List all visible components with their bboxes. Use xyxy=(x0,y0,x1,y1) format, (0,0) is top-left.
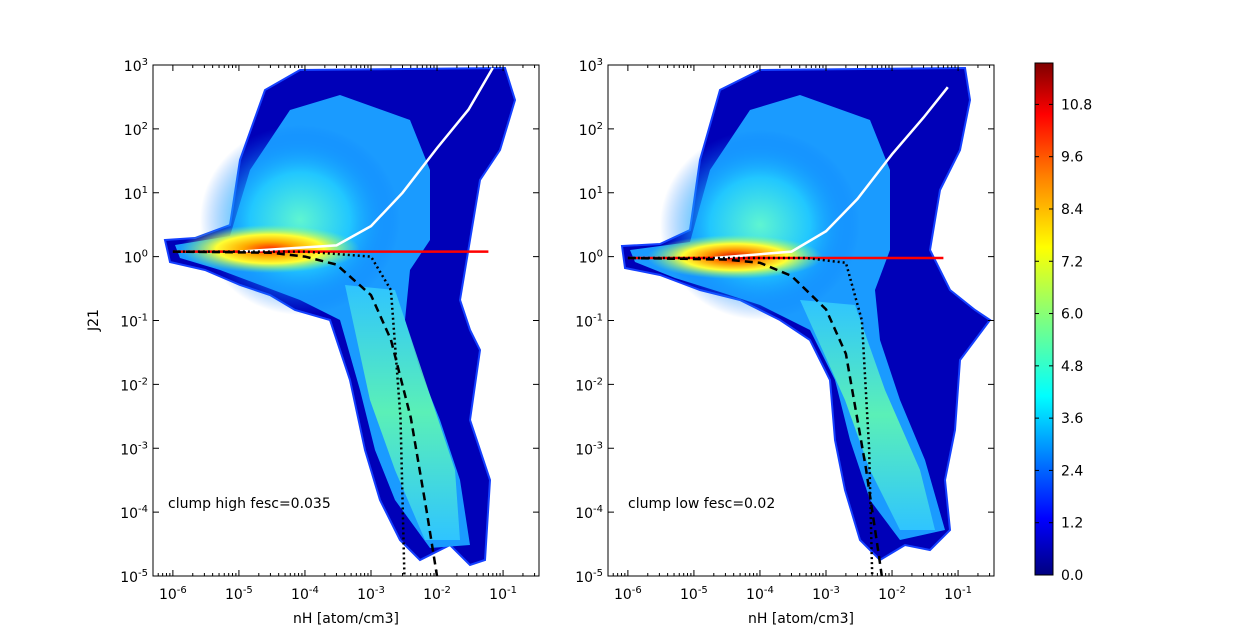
colorbar-gradient xyxy=(1034,62,1054,576)
series-line-dashed-right xyxy=(627,256,884,576)
y-tick-label-right: 102 xyxy=(579,121,603,139)
y-tick-label-left: 101 xyxy=(124,185,148,203)
x-tick-label-left: 10-5 xyxy=(225,585,253,603)
y-tick-label-right: 10-5 xyxy=(575,568,603,586)
y-tick-label-right: 10-2 xyxy=(575,376,603,394)
colorbar-tick-label: 6.0 xyxy=(1061,307,1083,323)
density-arm-left xyxy=(345,285,460,540)
colorbar-tick-label: 2.4 xyxy=(1061,463,1083,479)
y-tick-label-right: 10-3 xyxy=(575,440,603,458)
x-tick-label-right: 10-2 xyxy=(878,585,906,603)
y-tick-label-right: 10-1 xyxy=(575,313,603,331)
x-tick-label-left: 10-3 xyxy=(357,585,385,603)
y-tick-label-left: 10-1 xyxy=(120,313,148,331)
annotation-left: clump high fesc=0.035 xyxy=(168,496,331,512)
y-tick-label-left: 10-3 xyxy=(120,440,148,458)
colorbar-tick-label: 3.6 xyxy=(1061,411,1083,427)
y-axis-label-left: J21 xyxy=(86,309,102,332)
y-tick-label-right: 101 xyxy=(579,185,603,203)
series-line-dashed-left xyxy=(172,250,439,576)
x-axis-label-left: nH [atom/cm3] xyxy=(293,611,399,627)
y-tick-label-left: 103 xyxy=(124,57,148,75)
x-tick-label-right: 10-4 xyxy=(746,585,774,603)
density-map-left xyxy=(163,66,517,567)
x-tick-label-left: 10-4 xyxy=(291,585,319,603)
y-tick-label-left: 10-2 xyxy=(120,376,148,394)
x-tick-label-left: 10-1 xyxy=(489,585,517,603)
density-halo-right xyxy=(660,130,860,320)
y-tick-label-right: 100 xyxy=(579,249,603,267)
x-tick-label-right: 10-3 xyxy=(812,585,840,603)
colorbar-tick-label: 4.8 xyxy=(1061,359,1083,375)
y-tick-label-left: 10-4 xyxy=(120,504,148,522)
x-tick-label-right: 10-1 xyxy=(944,585,972,603)
series-line-solid-left xyxy=(238,67,494,253)
x-tick-label-right: 10-5 xyxy=(680,585,708,603)
panel-right: 10-6 10-5 10-4 10-3 10-2 10-1 103 102 101 100 10-1… xyxy=(575,57,995,627)
y-tick-label-left: 10-5 xyxy=(120,568,148,586)
x-tick-label-right: 10-6 xyxy=(614,585,642,603)
x-tick-label-left: 10-6 xyxy=(159,585,187,603)
colorbar-tick-label: 9.6 xyxy=(1061,150,1083,166)
y-tick-label-left: 102 xyxy=(124,121,148,139)
colorbar-tick-label: 8.4 xyxy=(1061,202,1083,218)
density-map-right xyxy=(620,66,992,562)
annotation-right: clump low fesc=0.02 xyxy=(628,496,775,512)
y-tick-label-right: 103 xyxy=(579,57,603,75)
colorbar-tick-label: 10.8 xyxy=(1061,97,1092,113)
panel-left: 10-6 10-5 10-4 10-3 10-2 10-1 103 102 101 100 10-1… xyxy=(86,57,540,627)
density-arm-right xyxy=(800,300,935,530)
y-tick-label-right: 10-4 xyxy=(575,504,603,522)
series-line-dotted-left xyxy=(172,250,406,576)
colorbar-tick-label: 0.0 xyxy=(1061,568,1083,584)
x-axis-label-right: nH [atom/cm3] xyxy=(748,611,854,627)
colorbar-tick-label: 7.2 xyxy=(1061,254,1083,270)
colorbar: 0.0 1.2 2.4 3.6 4.8 6.0 7.2 8.4 9.6 10.8 xyxy=(1034,62,1092,584)
colorbar-tick-label: 1.2 xyxy=(1061,516,1083,532)
y-tick-label-left: 100 xyxy=(124,249,148,267)
density-halo-left xyxy=(200,125,400,315)
series-line-solid-right xyxy=(713,86,949,260)
x-tick-label-left: 10-2 xyxy=(423,585,451,603)
